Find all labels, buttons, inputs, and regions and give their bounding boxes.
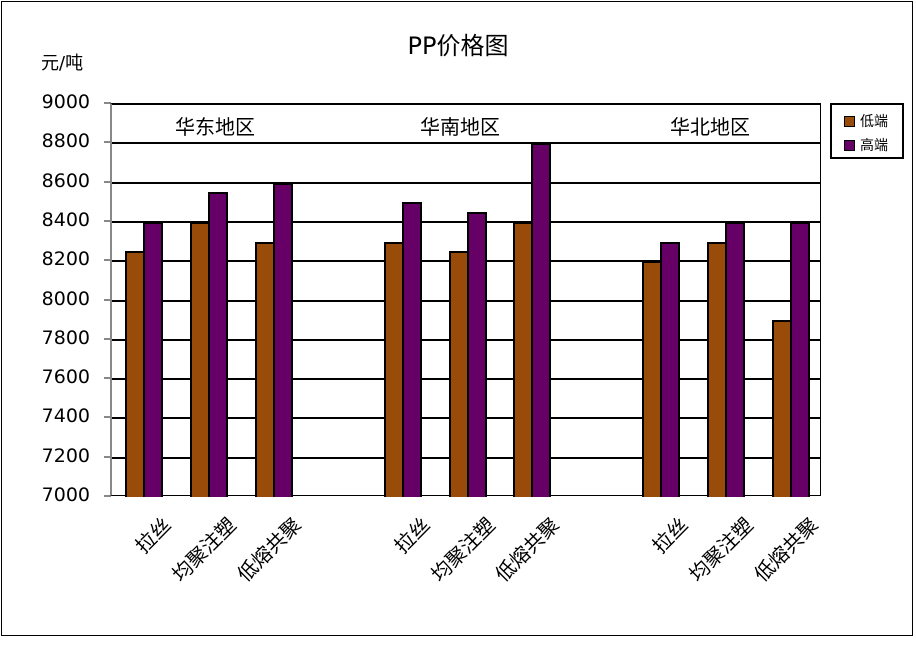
bar-low — [254, 241, 275, 497]
gridline — [112, 181, 820, 184]
y-tick-label: 8000 — [41, 287, 90, 310]
y-tick-mark — [104, 377, 111, 380]
bar-high — [531, 143, 552, 497]
chart-frame — [1, 1, 913, 636]
gridline — [112, 142, 820, 145]
region-label: 华北地区 — [670, 115, 750, 139]
gridline — [112, 103, 820, 105]
bar-low — [771, 320, 792, 497]
y-axis-unit: 元/吨 — [41, 53, 84, 74]
bar-low — [189, 221, 210, 497]
bar-high — [272, 182, 293, 497]
plot-area — [110, 103, 821, 497]
bar-low — [448, 251, 469, 497]
y-tick-label: 7200 — [41, 444, 90, 467]
y-tick-label: 7400 — [41, 405, 90, 428]
y-tick-label: 7800 — [41, 326, 90, 349]
y-tick-mark — [104, 141, 111, 144]
y-tick-label: 8600 — [41, 169, 90, 192]
gridline — [112, 220, 820, 223]
bar-high — [466, 212, 487, 497]
y-tick-mark — [104, 455, 111, 458]
legend: 低端 高端 — [830, 103, 904, 159]
y-tick-label: 7000 — [41, 484, 90, 506]
legend-label-high: 高端 — [860, 138, 888, 154]
bar-high — [207, 192, 228, 497]
y-tick-mark — [104, 102, 111, 104]
region-label: 华东地区 — [175, 115, 255, 139]
legend-item-high: 高端 — [844, 135, 888, 155]
y-tick-mark — [104, 337, 111, 340]
y-tick-label: 8800 — [41, 130, 90, 153]
legend-item-low: 低端 — [844, 111, 888, 131]
bar-low — [125, 251, 146, 497]
bar-high — [789, 221, 810, 497]
y-tick-mark — [104, 219, 111, 222]
y-tick-mark — [104, 259, 111, 262]
bar-high — [401, 202, 422, 497]
bar-low — [513, 221, 534, 497]
bar-high — [660, 241, 681, 497]
bar-high — [725, 221, 746, 497]
bar-low — [642, 261, 663, 497]
y-tick-mark — [104, 495, 111, 497]
y-tick-mark — [104, 180, 111, 183]
y-tick-label: 8200 — [41, 248, 90, 271]
chart-title: PP价格图 — [407, 32, 509, 60]
legend-swatch-low — [844, 115, 855, 127]
y-tick-label: 9000 — [41, 91, 90, 113]
bar-high — [143, 221, 164, 497]
legend-swatch-high — [844, 139, 855, 151]
y-tick-label: 8400 — [41, 208, 90, 231]
bar-low — [707, 241, 728, 497]
region-label: 华南地区 — [420, 115, 500, 139]
y-tick-label: 7600 — [41, 366, 90, 389]
bar-low — [383, 241, 404, 497]
y-tick-mark — [104, 298, 111, 301]
y-tick-mark — [104, 416, 111, 419]
legend-label-low: 低端 — [860, 114, 888, 130]
